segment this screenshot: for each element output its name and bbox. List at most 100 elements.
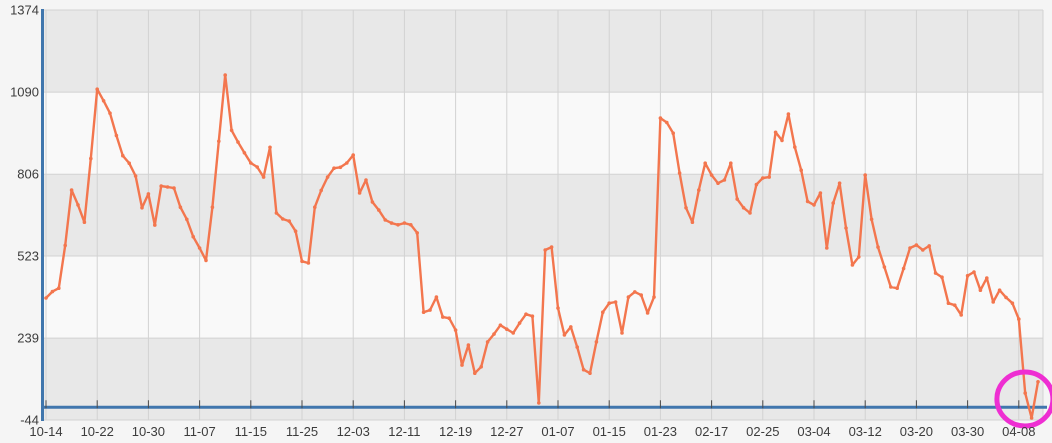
series-point <box>409 223 413 227</box>
x-axis-label: 10-22 <box>81 424 114 439</box>
series-point <box>153 223 157 227</box>
series-point <box>946 301 951 306</box>
series-point <box>210 205 215 209</box>
series-point <box>620 331 624 335</box>
series-point <box>383 218 388 222</box>
series-point <box>1004 295 1008 300</box>
series-point <box>447 316 452 321</box>
series-point <box>492 332 496 336</box>
x-axis-label: 11-07 <box>183 424 215 439</box>
series-point <box>908 246 912 250</box>
series-point <box>466 343 471 347</box>
series-point <box>306 261 311 265</box>
series-point <box>607 301 611 306</box>
series-point <box>524 312 528 317</box>
x-axis-label: 12-11 <box>388 424 420 439</box>
series-point <box>415 231 420 235</box>
series-point <box>767 175 771 179</box>
series-point <box>140 206 144 210</box>
series-point <box>671 131 675 135</box>
series-point <box>146 192 151 196</box>
y-axis-label: 523 <box>17 249 39 264</box>
series-point <box>588 371 592 376</box>
series-point <box>933 271 938 275</box>
series-point <box>165 185 170 189</box>
series-point <box>914 243 919 247</box>
plot-band <box>43 10 1043 93</box>
series-point <box>249 161 253 165</box>
series-point <box>965 273 970 278</box>
x-axis-label: 01-15 <box>593 424 626 439</box>
series-point <box>991 300 995 304</box>
series-point <box>626 295 631 299</box>
series-point <box>850 263 855 267</box>
x-axis-label: 11-15 <box>235 424 267 439</box>
y-axis-label: -44 <box>20 413 39 428</box>
series-point <box>172 186 176 190</box>
series-point <box>178 205 183 209</box>
series-point <box>108 111 112 115</box>
series-point <box>82 220 87 224</box>
series-point <box>364 178 368 182</box>
series-point <box>159 184 163 188</box>
series-point <box>581 367 586 372</box>
series-point <box>863 173 867 177</box>
series-point <box>882 265 887 269</box>
series-point <box>684 206 688 210</box>
series-point <box>837 181 842 185</box>
series-point <box>780 138 784 143</box>
series-point <box>434 295 439 299</box>
series-point <box>633 290 637 294</box>
series-point <box>453 328 458 332</box>
series-point <box>428 308 432 312</box>
series-point <box>261 175 266 179</box>
series-point <box>569 325 573 329</box>
series-point <box>549 245 554 249</box>
series-point <box>473 371 477 376</box>
series-point <box>57 286 61 291</box>
series-point <box>389 221 394 225</box>
series-point <box>805 199 810 204</box>
series-point <box>556 306 560 310</box>
series-point <box>498 323 503 328</box>
series-point <box>697 188 701 192</box>
series-point <box>844 226 848 230</box>
series-point <box>652 295 656 299</box>
x-axis-label: 04-08 <box>1002 424 1035 439</box>
series-point <box>255 165 259 169</box>
series-point <box>690 220 695 224</box>
series-line <box>44 73 1040 420</box>
series-point <box>505 327 509 332</box>
series-point <box>940 275 944 280</box>
series-point <box>1023 391 1027 395</box>
series-point <box>741 206 746 210</box>
series-point <box>703 161 707 165</box>
series-point <box>63 243 67 248</box>
series-point <box>287 219 292 223</box>
series-point <box>543 248 547 252</box>
series-point <box>709 173 714 177</box>
series-point <box>959 313 963 317</box>
series-point <box>562 333 567 337</box>
x-axis-label: 02-17 <box>695 424 728 439</box>
series-point <box>229 128 234 133</box>
series-point <box>69 188 74 192</box>
series-point <box>95 87 99 91</box>
x-axis-label: 12-03 <box>337 424 370 439</box>
series-point <box>236 140 240 144</box>
series-point <box>812 203 816 207</box>
series-point <box>613 300 618 304</box>
x-axis-label: 03-30 <box>951 424 984 439</box>
series-point <box>121 153 125 158</box>
x-axis-label: 01-07 <box>541 424 574 439</box>
series-point <box>825 246 829 250</box>
series-point <box>1036 380 1040 384</box>
x-axis-label: 10-30 <box>132 424 165 439</box>
y-axis-label: 239 <box>17 331 39 346</box>
series-point <box>133 174 138 178</box>
series-point <box>1029 416 1034 420</box>
series-point <box>978 288 983 293</box>
series-point <box>191 234 195 239</box>
series-point <box>677 171 682 175</box>
